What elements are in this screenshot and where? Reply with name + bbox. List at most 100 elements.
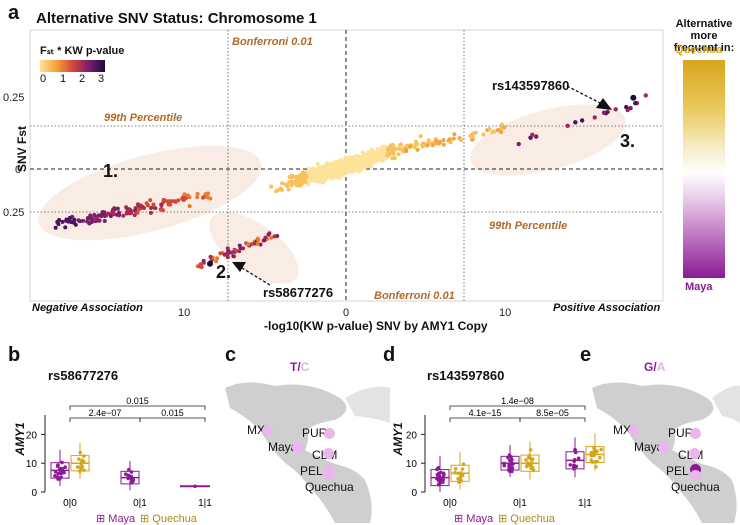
scatter-point [218,251,223,256]
box-point [193,484,197,489]
y-tick-zero: 0 [15,164,21,176]
scatter-point [356,163,361,168]
box-point [509,461,514,466]
box-point [572,459,576,463]
scatter-point [121,213,126,218]
scatter-point [102,219,107,224]
comparison-bracket [519,417,586,422]
scatter-point [166,202,171,207]
legend-bottom-label: Maya [685,281,713,293]
scatter-point [452,132,457,137]
x-tick-label: 0|1 [133,498,147,509]
scatter-point [492,129,497,134]
map-pie-quechua [690,470,701,481]
scatter-point [195,192,200,197]
colorbar-gradient [40,60,105,72]
colorbar-tick-1: 1 [60,73,67,85]
comparison-bracket [69,417,141,422]
scatter-point [182,192,187,197]
cluster-2-label: 2. [216,262,232,282]
map-pie-pur [690,428,701,439]
arrow-rs143597860 [566,85,601,104]
map-pie-mxl [262,425,273,436]
scatter-point [275,188,280,193]
comparison-p-value: 0.015 [126,396,149,406]
x-tick-label: 0|0 [443,498,457,509]
scatter-point [441,142,446,147]
comparison-p-value: 0.015 [161,408,184,418]
scatter-point [305,170,311,175]
box-point [568,463,573,467]
scatter-point [132,213,137,218]
scatter-point [187,204,192,209]
panel-b-title: rs58677276 [48,368,119,383]
box-point [592,445,596,450]
map-pie-pur [324,428,335,439]
scatter-point [389,149,394,154]
scatter-point [63,225,68,230]
scatter-point [170,199,175,204]
scatter-points [53,93,648,270]
scatter-point [208,196,213,201]
arrowhead-rs143597860 [596,98,612,110]
box-point [53,469,58,474]
x-tick-right: 10 [499,307,511,319]
scatter-point [487,126,492,131]
scatter-point [347,168,352,173]
scatter-point [354,153,359,159]
scatter-point [199,265,204,270]
colorbar-title: Fₛₜ * KW p-value [40,45,125,57]
box-point [75,465,80,469]
scatter-point [341,172,346,177]
p99-label-bottom: 99th Percentile [489,220,568,232]
y-axis-label: SNV Fst [15,126,29,173]
box-point [80,458,85,463]
colorbar-tick-0: 0 [40,73,47,85]
scatter-point [306,182,311,187]
panel-a-letter: a [8,2,20,24]
scatter-point [343,163,348,168]
scatter-point [246,242,251,247]
scatter-point [148,210,153,215]
scatter-point [624,104,629,110]
scatter-point [628,105,633,111]
comparison-p-value: 8.5e−05 [536,408,569,418]
panel-b-legend-maya: ⊞ Maya [96,513,136,525]
box-point [63,465,67,469]
scatter-point [201,260,206,265]
scatter-point [229,250,234,255]
scatter-point [425,143,430,148]
scatter-point [311,166,316,171]
scatter-point [111,209,116,214]
scatter-point [72,217,77,222]
box-point [436,465,441,470]
panel-a-title: Alternative SNV Status: Chromosome 1 [36,10,317,27]
scatter-point [297,173,303,178]
scatter-point [224,252,229,257]
scatter-point [310,178,315,183]
y-tick-label: 10 [406,459,418,470]
box-point [436,478,441,483]
scatter-point [317,179,322,184]
scatter-point [481,132,486,137]
box-point [526,461,530,465]
scatter-point [173,199,178,204]
legend-title: Alternative more frequent in: [673,18,735,54]
box-point [524,464,529,469]
scatter-point [88,220,93,225]
scatter-point [64,217,69,222]
cluster-3-ellipse [470,104,626,176]
box-point [441,471,446,476]
scatter-point [117,212,122,217]
x-axis-label: -log10(KW p-value) SNV by AMY1 Copy [264,319,488,333]
scatter-point [255,241,260,246]
box-point [459,478,463,483]
scatter-point [633,100,638,106]
scatter-point [447,137,452,142]
scatter-point [108,214,113,219]
box-point [56,463,60,467]
box-point [528,448,533,452]
scatter-point [388,143,394,148]
scatter-point [390,156,395,161]
scatter-point [315,166,321,172]
